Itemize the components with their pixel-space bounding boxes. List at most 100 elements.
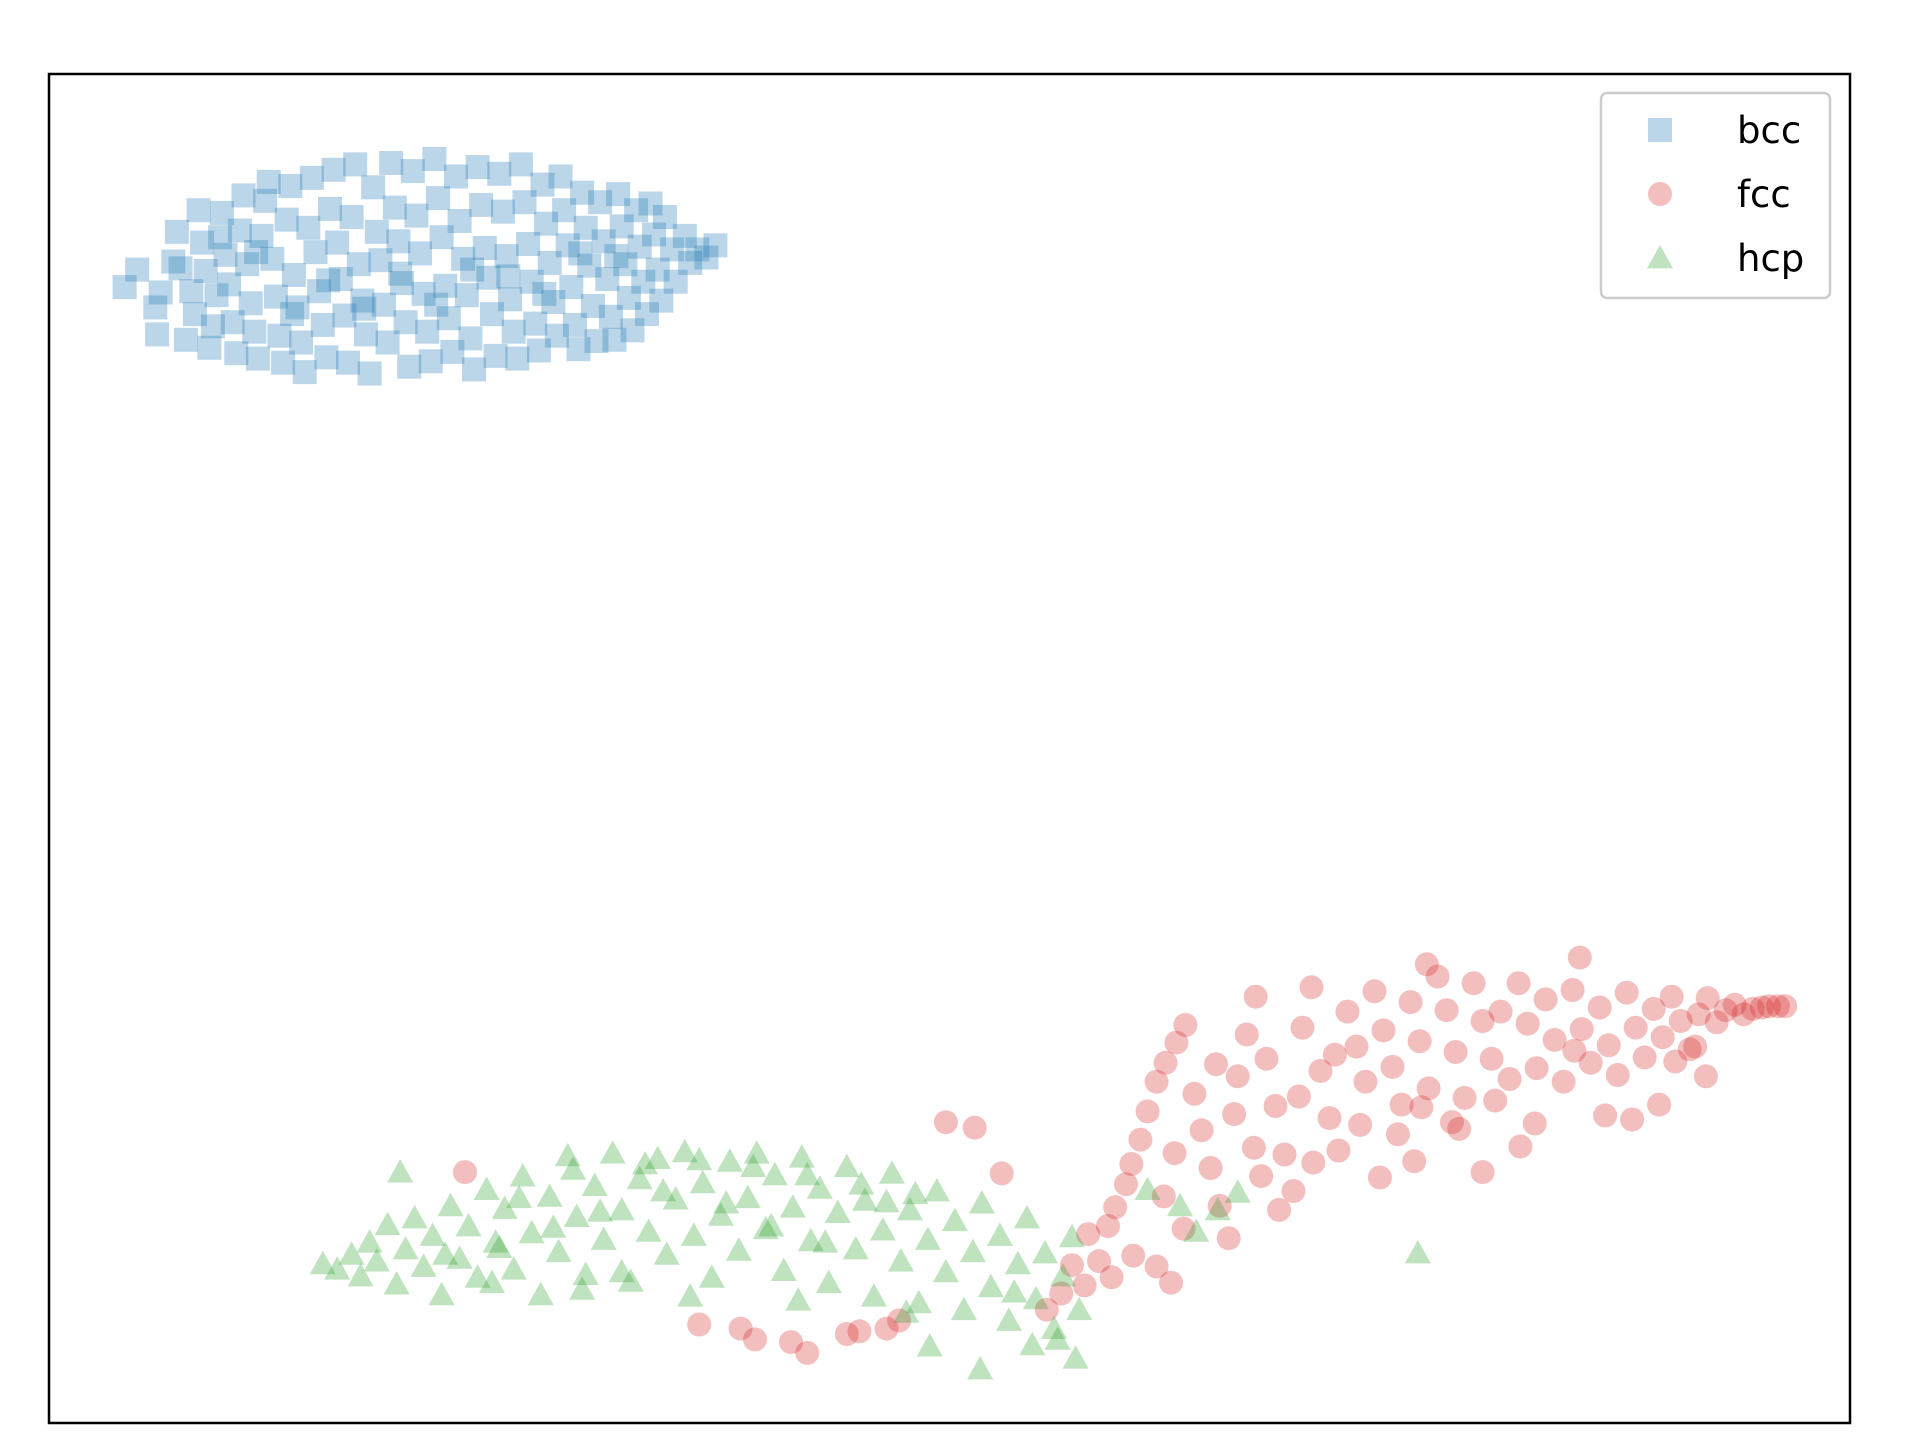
data-point-hcp: [363, 1248, 390, 1272]
data-point-bcc: [352, 296, 377, 321]
data-point-bcc: [204, 283, 229, 308]
data-point-bcc: [125, 257, 150, 282]
data-point-hcp: [959, 1238, 986, 1263]
data-point-hcp: [761, 1161, 788, 1186]
data-point-bcc: [112, 275, 137, 300]
data-point-bcc: [244, 240, 269, 265]
data-point-hcp: [626, 1165, 653, 1190]
data-point-fcc: [1060, 1253, 1084, 1278]
data-point-hcp: [473, 1176, 500, 1200]
data-point-hcp: [932, 1258, 959, 1283]
data-point-bcc: [393, 310, 418, 335]
data-point-fcc: [1620, 1107, 1645, 1132]
data-point-hcp: [1050, 1263, 1076, 1287]
data-point-bcc: [186, 198, 211, 223]
data-point-bcc: [462, 357, 486, 382]
data-point-bcc: [631, 269, 656, 294]
data-point-hcp: [977, 1273, 1004, 1298]
data-point-fcc: [1425, 964, 1450, 989]
data-point-hcp: [842, 1236, 869, 1260]
legend-box: [1599, 91, 1832, 300]
data-point-fcc: [1551, 1069, 1576, 1094]
data-point-bcc: [390, 271, 414, 296]
data-point-bcc: [570, 180, 595, 205]
data-point-bcc: [530, 172, 555, 197]
data-point-hcp: [851, 1187, 878, 1211]
data-point-fcc: [795, 1340, 820, 1365]
data-point-hcp: [923, 1178, 950, 1202]
data-point-hcp: [560, 1156, 587, 1180]
data-point-bcc: [411, 281, 436, 306]
data-point-bcc: [328, 267, 353, 291]
data-point-fcc: [1757, 994, 1781, 1019]
data-point-bcc: [336, 350, 360, 375]
data-point-fcc: [1740, 996, 1765, 1021]
data-point-bcc: [280, 302, 305, 327]
data-point-hcp: [587, 1198, 614, 1222]
data-point-bcc: [616, 285, 641, 310]
data-point-fcc: [1380, 1054, 1405, 1079]
data-point-fcc: [1267, 1197, 1292, 1222]
data-point-fcc: [1461, 971, 1486, 996]
data-point-hcp: [869, 1217, 896, 1241]
data-point-fcc: [1344, 1034, 1369, 1059]
data-point-fcc: [1506, 971, 1531, 996]
data-point-hcp: [1041, 1315, 1067, 1339]
data-point-hcp: [401, 1205, 428, 1229]
data-point-fcc: [1524, 1056, 1549, 1081]
data-point-bcc: [584, 329, 609, 354]
data-point-fcc: [1398, 990, 1423, 1015]
data-point-fcc: [1290, 1015, 1315, 1040]
data-point-hcp: [752, 1215, 779, 1240]
data-point-bcc: [285, 295, 310, 320]
data-point-hcp: [968, 1190, 995, 1214]
data-point-bcc: [249, 223, 274, 248]
data-point-hcp: [1004, 1250, 1031, 1275]
data-point-bcc: [685, 237, 710, 262]
data-point-hcp: [383, 1271, 410, 1295]
data-point-bcc: [496, 264, 521, 289]
data-point-fcc: [1605, 1063, 1630, 1087]
data-point-hcp: [392, 1236, 419, 1260]
data-point-hcp: [734, 1184, 761, 1209]
data-point-bcc: [454, 283, 479, 308]
legend-markers: [1647, 118, 1673, 269]
data-point-bcc: [537, 250, 562, 275]
data-point-fcc: [1114, 1172, 1138, 1197]
data-point-fcc: [1385, 1122, 1410, 1147]
data-point-hcp: [833, 1153, 860, 1178]
data-point-bcc: [260, 246, 285, 271]
data-point-fcc: [1414, 952, 1439, 977]
data-point-bcc: [548, 164, 573, 189]
series-hcp: [309, 1138, 1431, 1380]
data-point-fcc: [1567, 945, 1592, 970]
data-point-bcc: [245, 346, 270, 371]
data-point-bcc: [433, 273, 458, 298]
data-point-fcc: [1623, 1015, 1648, 1040]
data-point-bcc: [501, 319, 526, 344]
data-point-hcp: [509, 1163, 536, 1187]
data-point-bcc: [278, 174, 303, 198]
data-point-bcc: [480, 302, 504, 327]
data-point-bcc: [566, 337, 591, 362]
data-point-bcc: [663, 269, 688, 294]
data-point-hcp: [653, 1241, 680, 1265]
data-point-bcc: [227, 218, 252, 243]
data-point-fcc: [1301, 1150, 1326, 1175]
data-point-fcc: [743, 1327, 767, 1352]
data-point-bcc: [148, 280, 173, 305]
data-point-fcc: [1695, 986, 1720, 1011]
data-point-fcc: [1596, 1033, 1621, 1058]
data-point-bcc: [426, 186, 450, 211]
data-point-hcp: [698, 1264, 725, 1288]
data-point-fcc: [1087, 1249, 1111, 1274]
data-point-bcc: [364, 219, 389, 244]
data-point-bcc: [634, 302, 659, 327]
data-point-hcp: [554, 1142, 581, 1167]
data-point-hcp: [608, 1196, 635, 1221]
data-point-fcc: [728, 1316, 753, 1341]
data-point-hcp: [581, 1172, 608, 1196]
data-point-bcc: [505, 346, 530, 371]
data-point-bcc: [532, 281, 557, 306]
data-point-fcc: [1515, 1011, 1540, 1036]
